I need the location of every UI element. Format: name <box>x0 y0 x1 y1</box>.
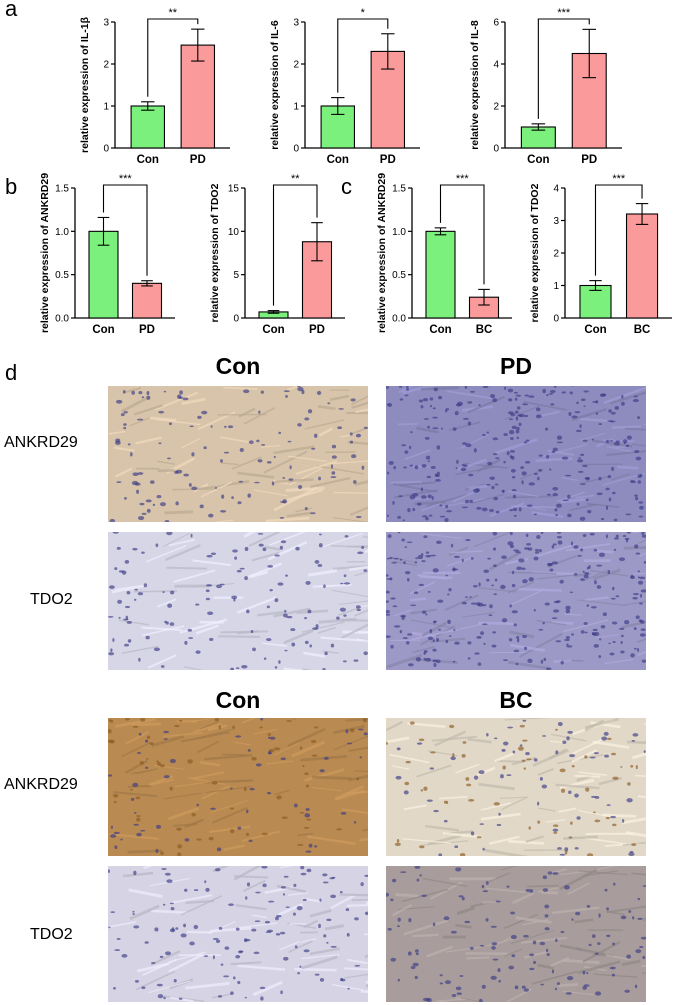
x-tick-label: Con <box>262 324 284 336</box>
y-tick-label: 5 <box>233 270 239 281</box>
row-label-tdo2-top: TDO2 <box>30 591 73 608</box>
y-tick-label: 0.5 <box>392 270 406 281</box>
ihc-image-bc-tdo2 <box>386 866 646 1002</box>
y-tick-label: 2 <box>493 102 499 113</box>
y-tick-label: 3 <box>553 216 559 227</box>
y-axis-label: relative expression of IL-8 <box>469 20 481 150</box>
y-tick-label: 0 <box>493 144 499 155</box>
x-tick-label: BC <box>634 324 651 336</box>
bar-con <box>130 105 166 149</box>
ihc-image-con-ankrd29 <box>108 386 368 522</box>
row-label-ankrd29-bottom: ANKRD29 <box>4 776 78 793</box>
x-tick-label: PD <box>380 154 396 166</box>
significance-bracket <box>594 184 643 276</box>
bar-pd <box>131 282 163 319</box>
y-tick-label: 0.0 <box>392 314 406 325</box>
x-tick-label: Con <box>527 154 549 166</box>
ihc-image-con-tdo2 <box>108 532 368 670</box>
x-tick-label: PD <box>309 324 325 336</box>
x-tick-label: Con <box>92 324 114 336</box>
significance-bracket <box>147 18 199 97</box>
bar-charts-svg: 0 1 2 3 relative expression of IL-1β Con PD ** 0… <box>39 7 672 336</box>
significance-label: *** <box>119 173 133 185</box>
significance-label: *** <box>456 173 470 185</box>
y-tick-label: 3 <box>293 18 299 29</box>
ihc-image-bc-ankrd29 <box>386 718 646 856</box>
row-label-ankrd29-top: ANKRD29 <box>4 434 78 451</box>
y-tick-label: 2 <box>103 60 109 71</box>
significance-bracket <box>337 18 389 93</box>
y-axis-label: relative expression of TDO2 <box>529 183 541 322</box>
x-tick-label: PD <box>190 154 206 166</box>
panel-label-d: d <box>5 360 18 385</box>
y-tick-label: 0 <box>553 314 559 325</box>
y-tick-label: 10 <box>228 227 240 238</box>
panel-label-a: a <box>5 0 18 21</box>
y-axis-label: relative expression of TDO2 <box>209 183 221 322</box>
y-axis-label: relative expression of ANKRD29 <box>39 173 51 333</box>
col-header-con-bottom: Con <box>215 687 261 713</box>
significance-label: * <box>361 7 366 19</box>
y-axis-label: relative expression of IL-1β <box>79 16 91 153</box>
y-tick-label: 15 <box>228 184 240 195</box>
panel-label-b: b <box>5 174 18 199</box>
significance-bracket <box>272 184 318 306</box>
significance-label: ** <box>169 7 178 19</box>
y-tick-label: 4 <box>493 60 499 71</box>
y-tick-label: 2 <box>553 249 559 260</box>
significance-bracket <box>102 184 148 276</box>
panel-label-c: c <box>341 174 352 199</box>
ihc-image-pd-ankrd29 <box>386 386 646 522</box>
x-tick-label: Con <box>137 154 159 166</box>
ihc-image-con-ankrd29-bc <box>108 718 368 856</box>
y-axis-label: relative expression of IL-6 <box>269 20 281 150</box>
row-label-tdo2-bottom: TDO2 <box>30 926 73 943</box>
y-tick-label: 1 <box>293 102 299 113</box>
x-tick-label: PD <box>139 324 155 336</box>
x-tick-label: BC <box>476 324 493 336</box>
y-tick-label: 0 <box>293 144 299 155</box>
col-header-bc: BC <box>499 687 533 713</box>
y-tick-label: 0 <box>103 144 109 155</box>
ihc-image-pd-tdo2 <box>386 532 646 670</box>
y-tick-label: 0.0 <box>55 314 69 325</box>
y-tick-label: 1 <box>103 102 109 113</box>
y-tick-label: 6 <box>493 18 499 29</box>
x-tick-label: Con <box>429 324 451 336</box>
ihc-image-con-tdo2-bc <box>108 866 368 1002</box>
y-tick-label: 0.5 <box>55 270 69 281</box>
significance-label: *** <box>557 7 571 19</box>
significance-label: *** <box>612 173 626 185</box>
bar-con <box>88 230 119 319</box>
bar-con <box>425 230 456 319</box>
y-tick-label: 0 <box>233 314 239 325</box>
y-tick-label: 1.0 <box>392 227 406 238</box>
y-tick-label: 1.0 <box>55 227 69 238</box>
y-tick-label: 1 <box>553 281 559 292</box>
x-tick-label: Con <box>327 154 349 166</box>
y-tick-label: 1.5 <box>55 184 69 195</box>
x-tick-label: PD <box>581 154 597 166</box>
significance-label: ** <box>291 173 300 185</box>
x-tick-label: Con <box>584 324 606 336</box>
y-axis-label: relative expression of ANKRD29 <box>376 173 388 333</box>
significance-bracket <box>537 18 590 119</box>
bar-bc <box>625 213 659 319</box>
col-header-con-top: Con <box>215 353 261 379</box>
y-tick-label: 1.5 <box>392 184 406 195</box>
col-header-pd: PD <box>500 353 532 379</box>
y-tick-label: 3 <box>103 18 109 29</box>
y-tick-label: 2 <box>293 60 299 71</box>
significance-bracket <box>439 184 485 285</box>
y-tick-label: 4 <box>553 184 559 195</box>
